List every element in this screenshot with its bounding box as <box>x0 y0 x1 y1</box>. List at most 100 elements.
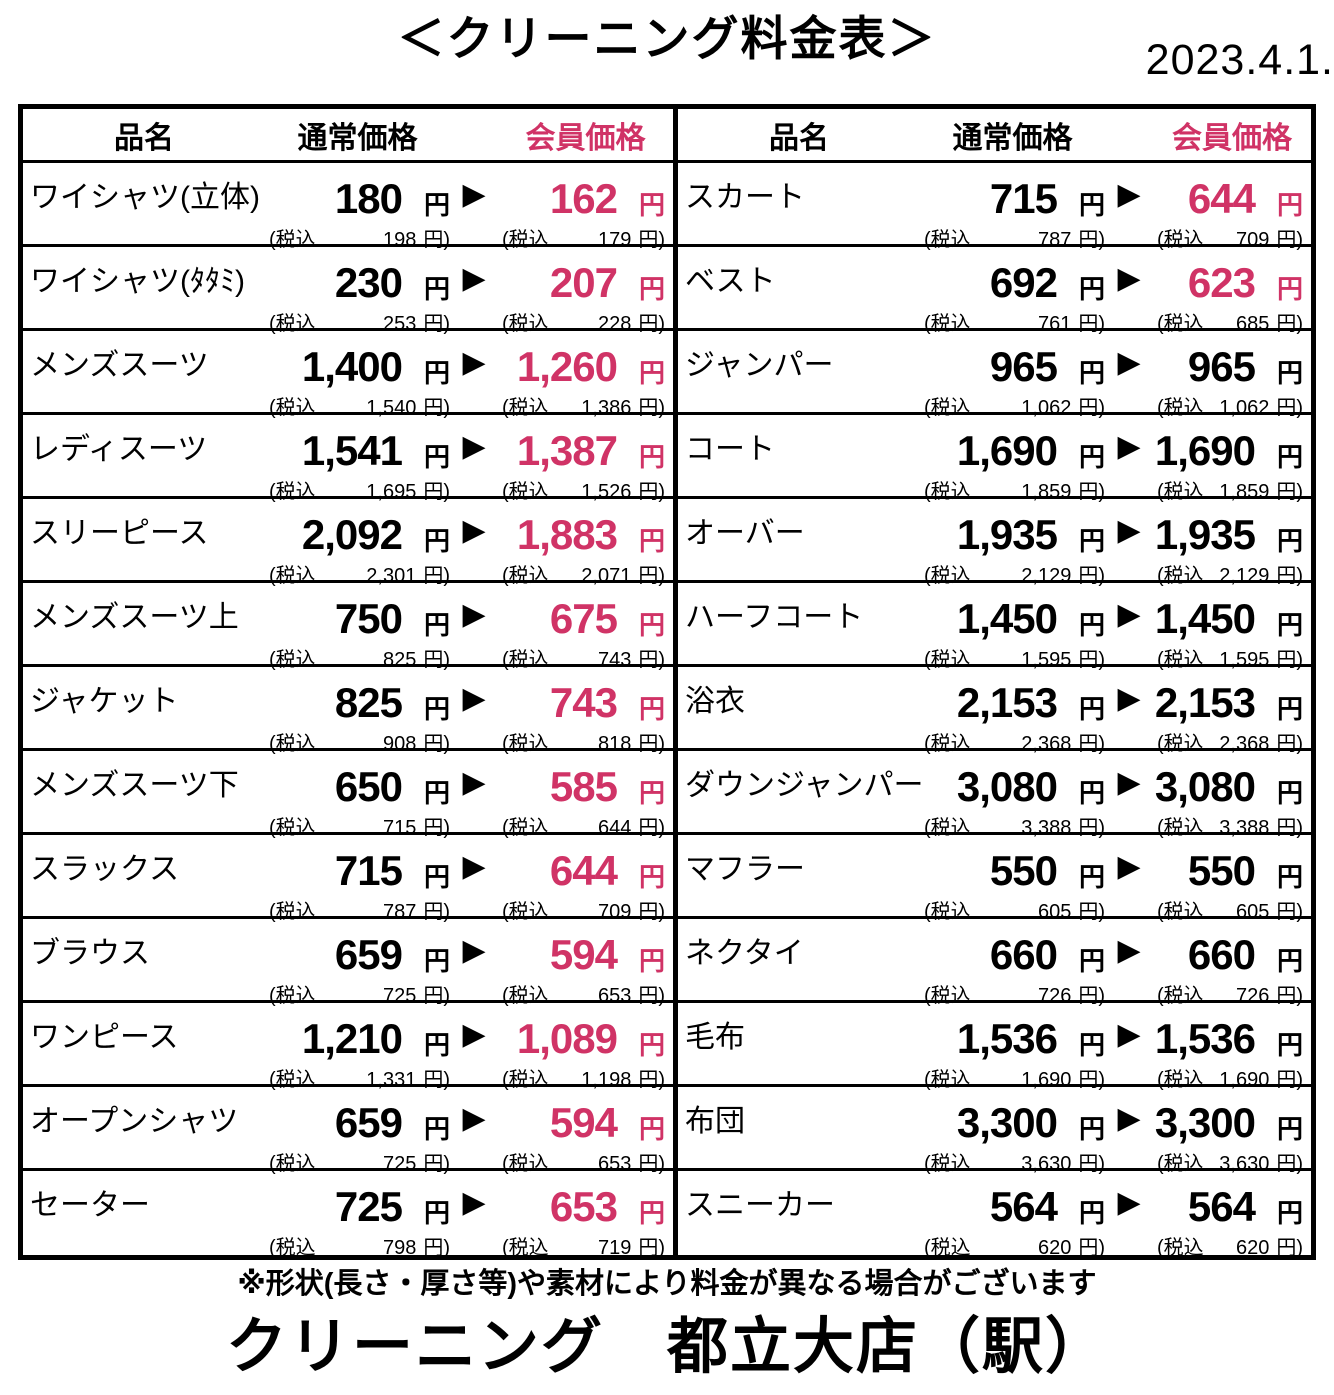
tax-label: (税込 <box>502 649 549 671</box>
member-price: 564 円 <box>1153 1176 1303 1228</box>
member-price-cell: 743 円 (税込 818 円) <box>498 672 673 756</box>
arrow-right-icon: ▶ <box>462 850 486 883</box>
regular-price: 3,080 円 <box>920 756 1105 808</box>
yen-label: 円 <box>1078 442 1105 472</box>
tax-yen-label: 円) <box>1276 985 1303 1007</box>
yen-label: 円 <box>423 694 450 724</box>
regular-price-cell: 660 円 (税込 726 円) <box>920 924 1105 1008</box>
member-price: 1,935 円 <box>1153 504 1303 556</box>
member-price: 594 円 <box>498 1092 665 1144</box>
member-price-cell: 162 円 (税込 179 円) <box>498 168 673 252</box>
member-price-cell: 207 円 (税込 228 円) <box>498 252 673 336</box>
yen-label: 円 <box>1078 946 1105 976</box>
member-tax-line: (税込 644 円) <box>498 808 665 840</box>
yen-label: 円 <box>1276 1030 1303 1060</box>
price-table: 品名 通常価格 会員価格 ワイシャツ(立体) 180 円 (税込 198 円) … <box>18 104 1316 1260</box>
yen-label: 円 <box>423 1198 450 1228</box>
regular-tax-line: (税込 1,859 円) <box>920 472 1105 504</box>
regular-price-cell: 1,690 円 (税込 1,859 円) <box>920 420 1105 504</box>
regular-tax-line: (税込 1,690 円) <box>920 1060 1105 1092</box>
regular-tax-line: (税込 3,630 円) <box>920 1144 1105 1176</box>
member-price: 3,300 円 <box>1153 1092 1303 1144</box>
member-tax-line: (税込 1,198 円) <box>498 1060 665 1092</box>
tax-label: (税込 <box>924 901 971 923</box>
member-price-cell: 594 円 (税込 653 円) <box>498 1092 673 1176</box>
regular-price-cell: 1,536 円 (税込 1,690 円) <box>920 1008 1105 1092</box>
regular-tax-value: 761 <box>1037 313 1072 335</box>
regular-price: 965 円 <box>920 336 1105 388</box>
member-tax-line: (税込 709 円) <box>498 892 665 924</box>
tax-yen-label: 円) <box>1078 901 1105 923</box>
member-tax-value: 709 <box>597 901 632 923</box>
regular-tax-value: 1,595 <box>1021 649 1072 671</box>
item-name: レディスーツ <box>30 433 208 466</box>
regular-price-cell: 965 円 (税込 1,062 円) <box>920 336 1105 420</box>
member-tax-line: (税込 743 円) <box>498 640 665 672</box>
item-name: ネクタイ <box>685 937 804 970</box>
regular-price: 660 円 <box>920 924 1105 976</box>
yen-label: 円 <box>638 442 665 472</box>
member-tax-line: (税込 653 円) <box>498 1144 665 1176</box>
regular-tax-value: 605 <box>1037 901 1072 923</box>
arrow-right-icon: ▶ <box>1117 1102 1141 1135</box>
yen-label: 円 <box>423 526 450 556</box>
regular-price-cell: 1,541 円 (税込 1,695 円) <box>265 420 450 504</box>
regular-price-cell: 1,935 円 (税込 2,129 円) <box>920 504 1105 588</box>
regular-price: 715 円 <box>265 840 450 892</box>
tax-label: (税込 <box>1157 1153 1204 1175</box>
tax-label: (税込 <box>502 313 549 335</box>
tax-label: (税込 <box>269 1153 316 1175</box>
member-price-cell: 594 円 (税込 653 円) <box>498 924 673 1008</box>
tax-label: (税込 <box>269 397 316 419</box>
yen-label: 円 <box>638 1198 665 1228</box>
tax-yen-label: 円) <box>638 313 665 335</box>
tax-yen-label: 円) <box>1276 397 1303 419</box>
member-price: 2,153 円 <box>1153 672 1303 724</box>
table-row: ハーフコート 1,450 円 (税込 1,595 円) ▶ 1,450 円 (税… <box>678 583 1311 671</box>
member-price-value: 1,690 <box>1154 427 1256 474</box>
member-price-cell: 644 円 (税込 709 円) <box>498 840 673 924</box>
arrow-right-icon: ▶ <box>462 514 486 547</box>
arrow-right-icon: ▶ <box>1117 262 1141 295</box>
member-tax-value: 620 <box>1235 1237 1270 1259</box>
tax-label: (税込 <box>1157 649 1204 671</box>
regular-tax-line: (税込 908 円) <box>265 724 450 756</box>
table-left-rows: ワイシャツ(立体) 180 円 (税込 198 円) ▶ 162 円 (税込 1… <box>23 163 673 1259</box>
table-row: 布団 3,300 円 (税込 3,630 円) ▶ 3,300 円 (税込 3,… <box>678 1087 1311 1175</box>
tax-label: (税込 <box>924 313 971 335</box>
member-price: 743 円 <box>498 672 665 724</box>
member-price-cell: 550 円 (税込 605 円) <box>1153 840 1311 924</box>
item-name: スラックス <box>30 853 180 886</box>
tax-yen-label: 円) <box>1078 229 1105 251</box>
yen-label: 円 <box>423 778 450 808</box>
regular-price: 1,541 円 <box>265 420 450 472</box>
tax-yen-label: 円) <box>1078 397 1105 419</box>
regular-price: 1,690 円 <box>920 420 1105 472</box>
member-tax-line: (税込 2,129 円) <box>1153 556 1303 588</box>
regular-tax-value: 1,331 <box>366 1069 417 1091</box>
yen-label: 円 <box>638 946 665 976</box>
member-price-value: 623 <box>1187 259 1256 306</box>
yen-label: 円 <box>1078 358 1105 388</box>
regular-price: 715 円 <box>920 168 1105 220</box>
tax-label: (税込 <box>924 229 971 251</box>
tax-yen-label: 円) <box>1078 1069 1105 1091</box>
regular-price-value: 1,210 <box>301 1015 403 1062</box>
regular-tax-line: (税込 725 円) <box>265 1144 450 1176</box>
member-price: 1,690 円 <box>1153 420 1303 472</box>
arrow-right-icon: ▶ <box>1117 514 1141 547</box>
member-price: 594 円 <box>498 924 665 976</box>
tax-label: (税込 <box>1157 313 1204 335</box>
regular-price-value: 550 <box>989 847 1058 894</box>
table-row: ネクタイ 660 円 (税込 726 円) ▶ 660 円 (税込 726 円) <box>678 919 1311 1007</box>
regular-tax-value: 2,368 <box>1021 733 1072 755</box>
header-item-name: 品名 <box>114 121 174 155</box>
item-name: ベスト <box>685 265 776 298</box>
table-row: オープンシャツ 659 円 (税込 725 円) ▶ 594 円 (税込 653… <box>23 1087 673 1175</box>
regular-price-cell: 230 円 (税込 253 円) <box>265 252 450 336</box>
yen-label: 円 <box>638 526 665 556</box>
table-left-half: 品名 通常価格 会員価格 ワイシャツ(立体) 180 円 (税込 198 円) … <box>23 109 678 1259</box>
member-price-value: 2,153 <box>1154 679 1256 726</box>
tax-label: (税込 <box>924 1153 971 1175</box>
yen-label: 円 <box>423 610 450 640</box>
